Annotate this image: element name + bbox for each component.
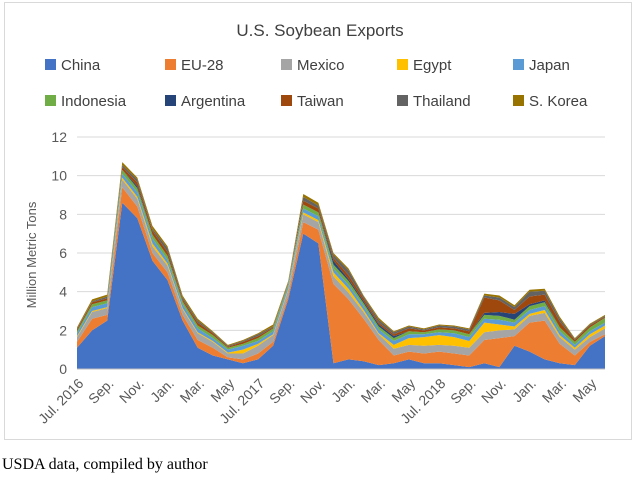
legend-label-s-korea: S. Korea bbox=[529, 93, 588, 110]
source-note: USDA data, compiled by author bbox=[2, 456, 208, 473]
y-tick-label: 2 bbox=[59, 322, 67, 338]
legend-swatch-s-korea bbox=[513, 95, 524, 106]
y-tick-label: 12 bbox=[51, 129, 67, 145]
legend-label-thailand: Thailand bbox=[413, 93, 471, 110]
y-axis-ticks: 0 2 4 6 8 10 12 bbox=[51, 129, 67, 377]
x-tick-label: Jan. bbox=[147, 375, 177, 405]
chart-frame: U.S. Soybean Exports China EU-28 Mexico Egy… bbox=[4, 2, 632, 440]
x-tick-label: Mar. bbox=[539, 375, 570, 406]
area-eu-28 bbox=[77, 187, 605, 368]
x-tick-label: Mar. bbox=[177, 375, 208, 406]
x-tick-label: Nov. bbox=[116, 375, 147, 406]
chart-title: U.S. Soybean Exports bbox=[236, 21, 403, 40]
legend-swatch-eu-28 bbox=[165, 59, 176, 70]
x-tick-label: Nov. bbox=[297, 375, 328, 406]
area-series bbox=[77, 162, 605, 369]
y-tick-label: 0 bbox=[59, 361, 67, 377]
x-tick-label: Sep. bbox=[447, 375, 479, 407]
legend-swatch-thailand bbox=[397, 95, 408, 106]
y-tick-label: 8 bbox=[59, 206, 67, 222]
legend-swatch-argentina bbox=[165, 95, 176, 106]
legend-swatch-egypt bbox=[397, 59, 408, 70]
legend-label-argentina: Argentina bbox=[181, 93, 246, 110]
x-tick-label: Sep. bbox=[85, 375, 117, 407]
x-tick-label: May bbox=[569, 375, 599, 405]
x-tick-label: Jul. 2016 bbox=[35, 375, 87, 427]
legend: China EU-28 Mexico Egypt Japan Indonesia Argen… bbox=[45, 57, 588, 110]
legend-label-china: China bbox=[61, 57, 101, 74]
legend-swatch-indonesia bbox=[45, 95, 56, 106]
legend-label-japan: Japan bbox=[529, 57, 570, 74]
legend-label-egypt: Egypt bbox=[413, 57, 452, 74]
legend-label-indonesia: Indonesia bbox=[61, 93, 127, 110]
legend-label-eu-28: EU-28 bbox=[181, 57, 224, 74]
legend-swatch-japan bbox=[513, 59, 524, 70]
legend-label-mexico: Mexico bbox=[297, 57, 345, 74]
legend-swatch-mexico bbox=[281, 59, 292, 70]
y-tick-label: 10 bbox=[51, 168, 67, 184]
x-tick-label: Mar. bbox=[358, 375, 389, 406]
chart-svg: U.S. Soybean Exports China EU-28 Mexico Egy… bbox=[24, 21, 605, 427]
y-tick-label: 6 bbox=[59, 245, 67, 261]
y-axis-title: Million Metric Tons bbox=[24, 201, 39, 308]
y-tick-label: 4 bbox=[59, 284, 67, 300]
area-china bbox=[77, 202, 605, 369]
x-tick-label: Sep. bbox=[266, 375, 298, 407]
x-tick-label: Jan. bbox=[328, 375, 358, 405]
x-tick-label: Nov. bbox=[478, 375, 509, 406]
x-tick-label: Jan. bbox=[509, 375, 539, 405]
legend-swatch-china bbox=[45, 59, 56, 70]
legend-label-taiwan: Taiwan bbox=[297, 93, 344, 110]
legend-swatch-taiwan bbox=[281, 95, 292, 106]
